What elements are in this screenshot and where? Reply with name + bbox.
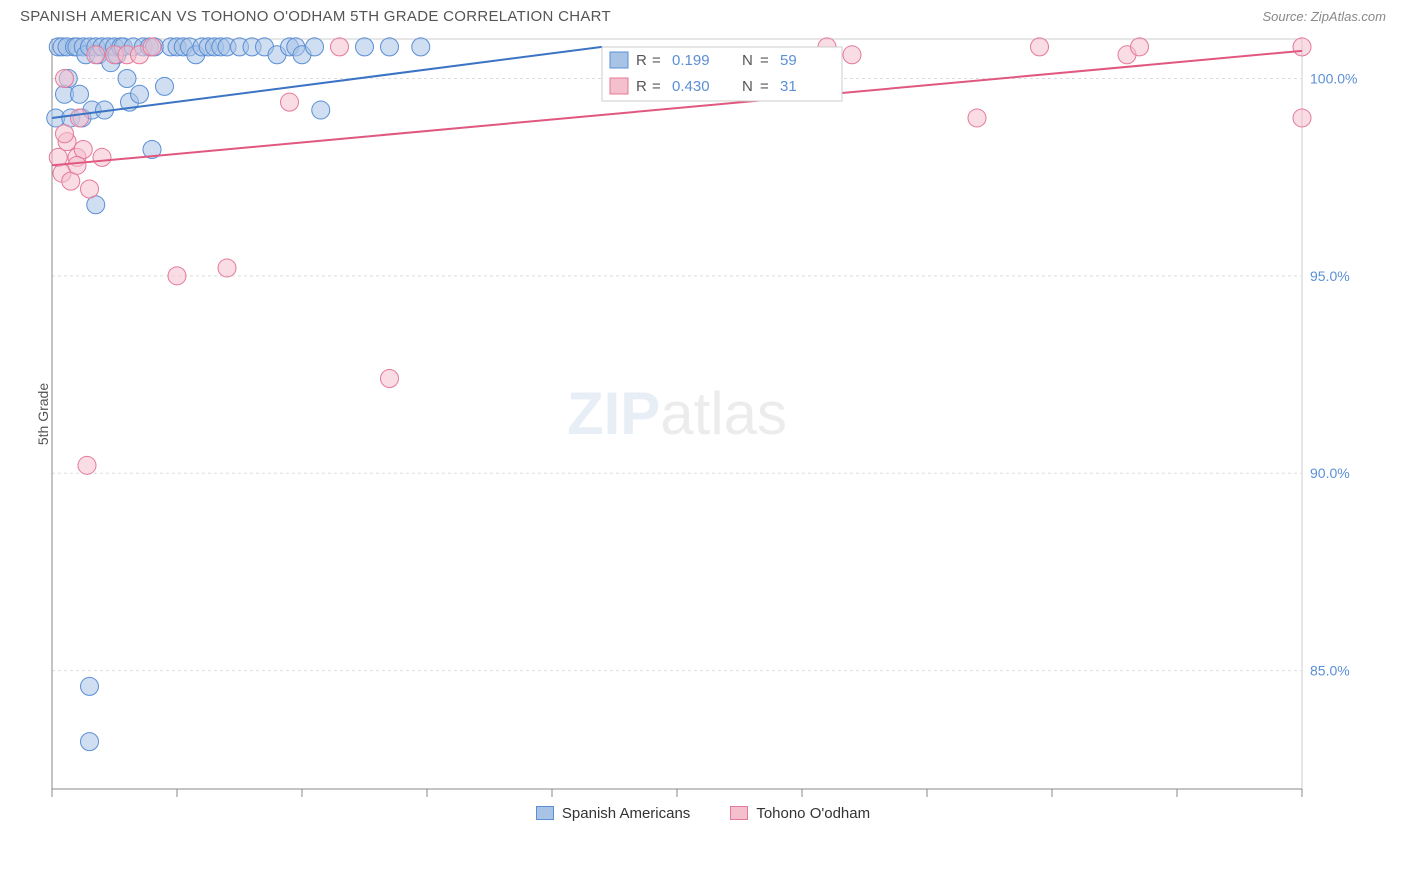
data-point <box>118 69 136 87</box>
legend-r-label: R <box>636 52 647 69</box>
data-point <box>312 101 330 119</box>
legend-swatch <box>730 806 748 820</box>
watermark: ZIPatlas <box>567 380 787 447</box>
data-point <box>218 259 236 277</box>
data-point <box>843 46 861 64</box>
data-point <box>1031 38 1049 56</box>
data-point <box>412 38 430 56</box>
data-point <box>331 38 349 56</box>
legend-label: Spanish Americans <box>562 805 690 822</box>
data-point <box>78 456 96 474</box>
bottom-legend: Spanish Americans Tohono O'odham <box>0 805 1406 822</box>
header: SPANISH AMERICAN VS TOHONO O'ODHAM 5TH G… <box>0 0 1406 29</box>
legend-label: Tohono O'odham <box>756 805 870 822</box>
legend-swatch <box>610 78 628 94</box>
legend-r-value: 0.430 <box>672 78 710 95</box>
svg-text:=: = <box>760 52 769 69</box>
data-point <box>71 109 89 127</box>
data-point <box>381 369 399 387</box>
y-tick-label: 90.0% <box>1310 465 1350 481</box>
data-point <box>56 125 74 143</box>
legend-n-value: 31 <box>780 78 797 95</box>
data-point <box>93 148 111 166</box>
legend-item: Tohono O'odham <box>730 805 870 822</box>
legend-swatch <box>610 52 628 68</box>
legend-r-label: R <box>636 78 647 95</box>
data-point <box>168 267 186 285</box>
data-point <box>306 38 324 56</box>
legend-swatch <box>536 806 554 820</box>
data-point <box>71 85 89 103</box>
svg-text:=: = <box>652 52 661 69</box>
data-point <box>81 180 99 198</box>
legend-item: Spanish Americans <box>536 805 690 822</box>
data-point <box>81 677 99 695</box>
legend-n-label: N <box>742 52 753 69</box>
legend-n-label: N <box>742 78 753 95</box>
scatter-chart: 85.0%90.0%95.0%100.0%0.0%100.0%ZIPatlasR… <box>42 29 1372 799</box>
legend-n-value: 59 <box>780 52 797 69</box>
legend-r-value: 0.199 <box>672 52 710 69</box>
data-point <box>1131 38 1149 56</box>
svg-text:=: = <box>652 78 661 95</box>
data-point <box>131 85 149 103</box>
data-point <box>156 77 174 95</box>
data-point <box>381 38 399 56</box>
y-tick-label: 100.0% <box>1310 70 1357 86</box>
y-tick-label: 95.0% <box>1310 268 1350 284</box>
data-point <box>87 46 105 64</box>
data-point <box>81 733 99 751</box>
data-point <box>68 156 86 174</box>
chart-area: 5th Grade 85.0%90.0%95.0%100.0%0.0%100.0… <box>42 29 1386 799</box>
y-axis-label: 5th Grade <box>35 383 51 445</box>
data-point <box>143 38 161 56</box>
data-point <box>356 38 374 56</box>
data-point <box>1293 109 1311 127</box>
data-point <box>281 93 299 111</box>
y-tick-label: 85.0% <box>1310 663 1350 679</box>
chart-title: SPANISH AMERICAN VS TOHONO O'ODHAM 5TH G… <box>20 8 611 25</box>
data-point <box>1293 38 1311 56</box>
svg-text:=: = <box>760 78 769 95</box>
data-point <box>968 109 986 127</box>
data-point <box>56 69 74 87</box>
source-label: Source: ZipAtlas.com <box>1262 9 1386 24</box>
